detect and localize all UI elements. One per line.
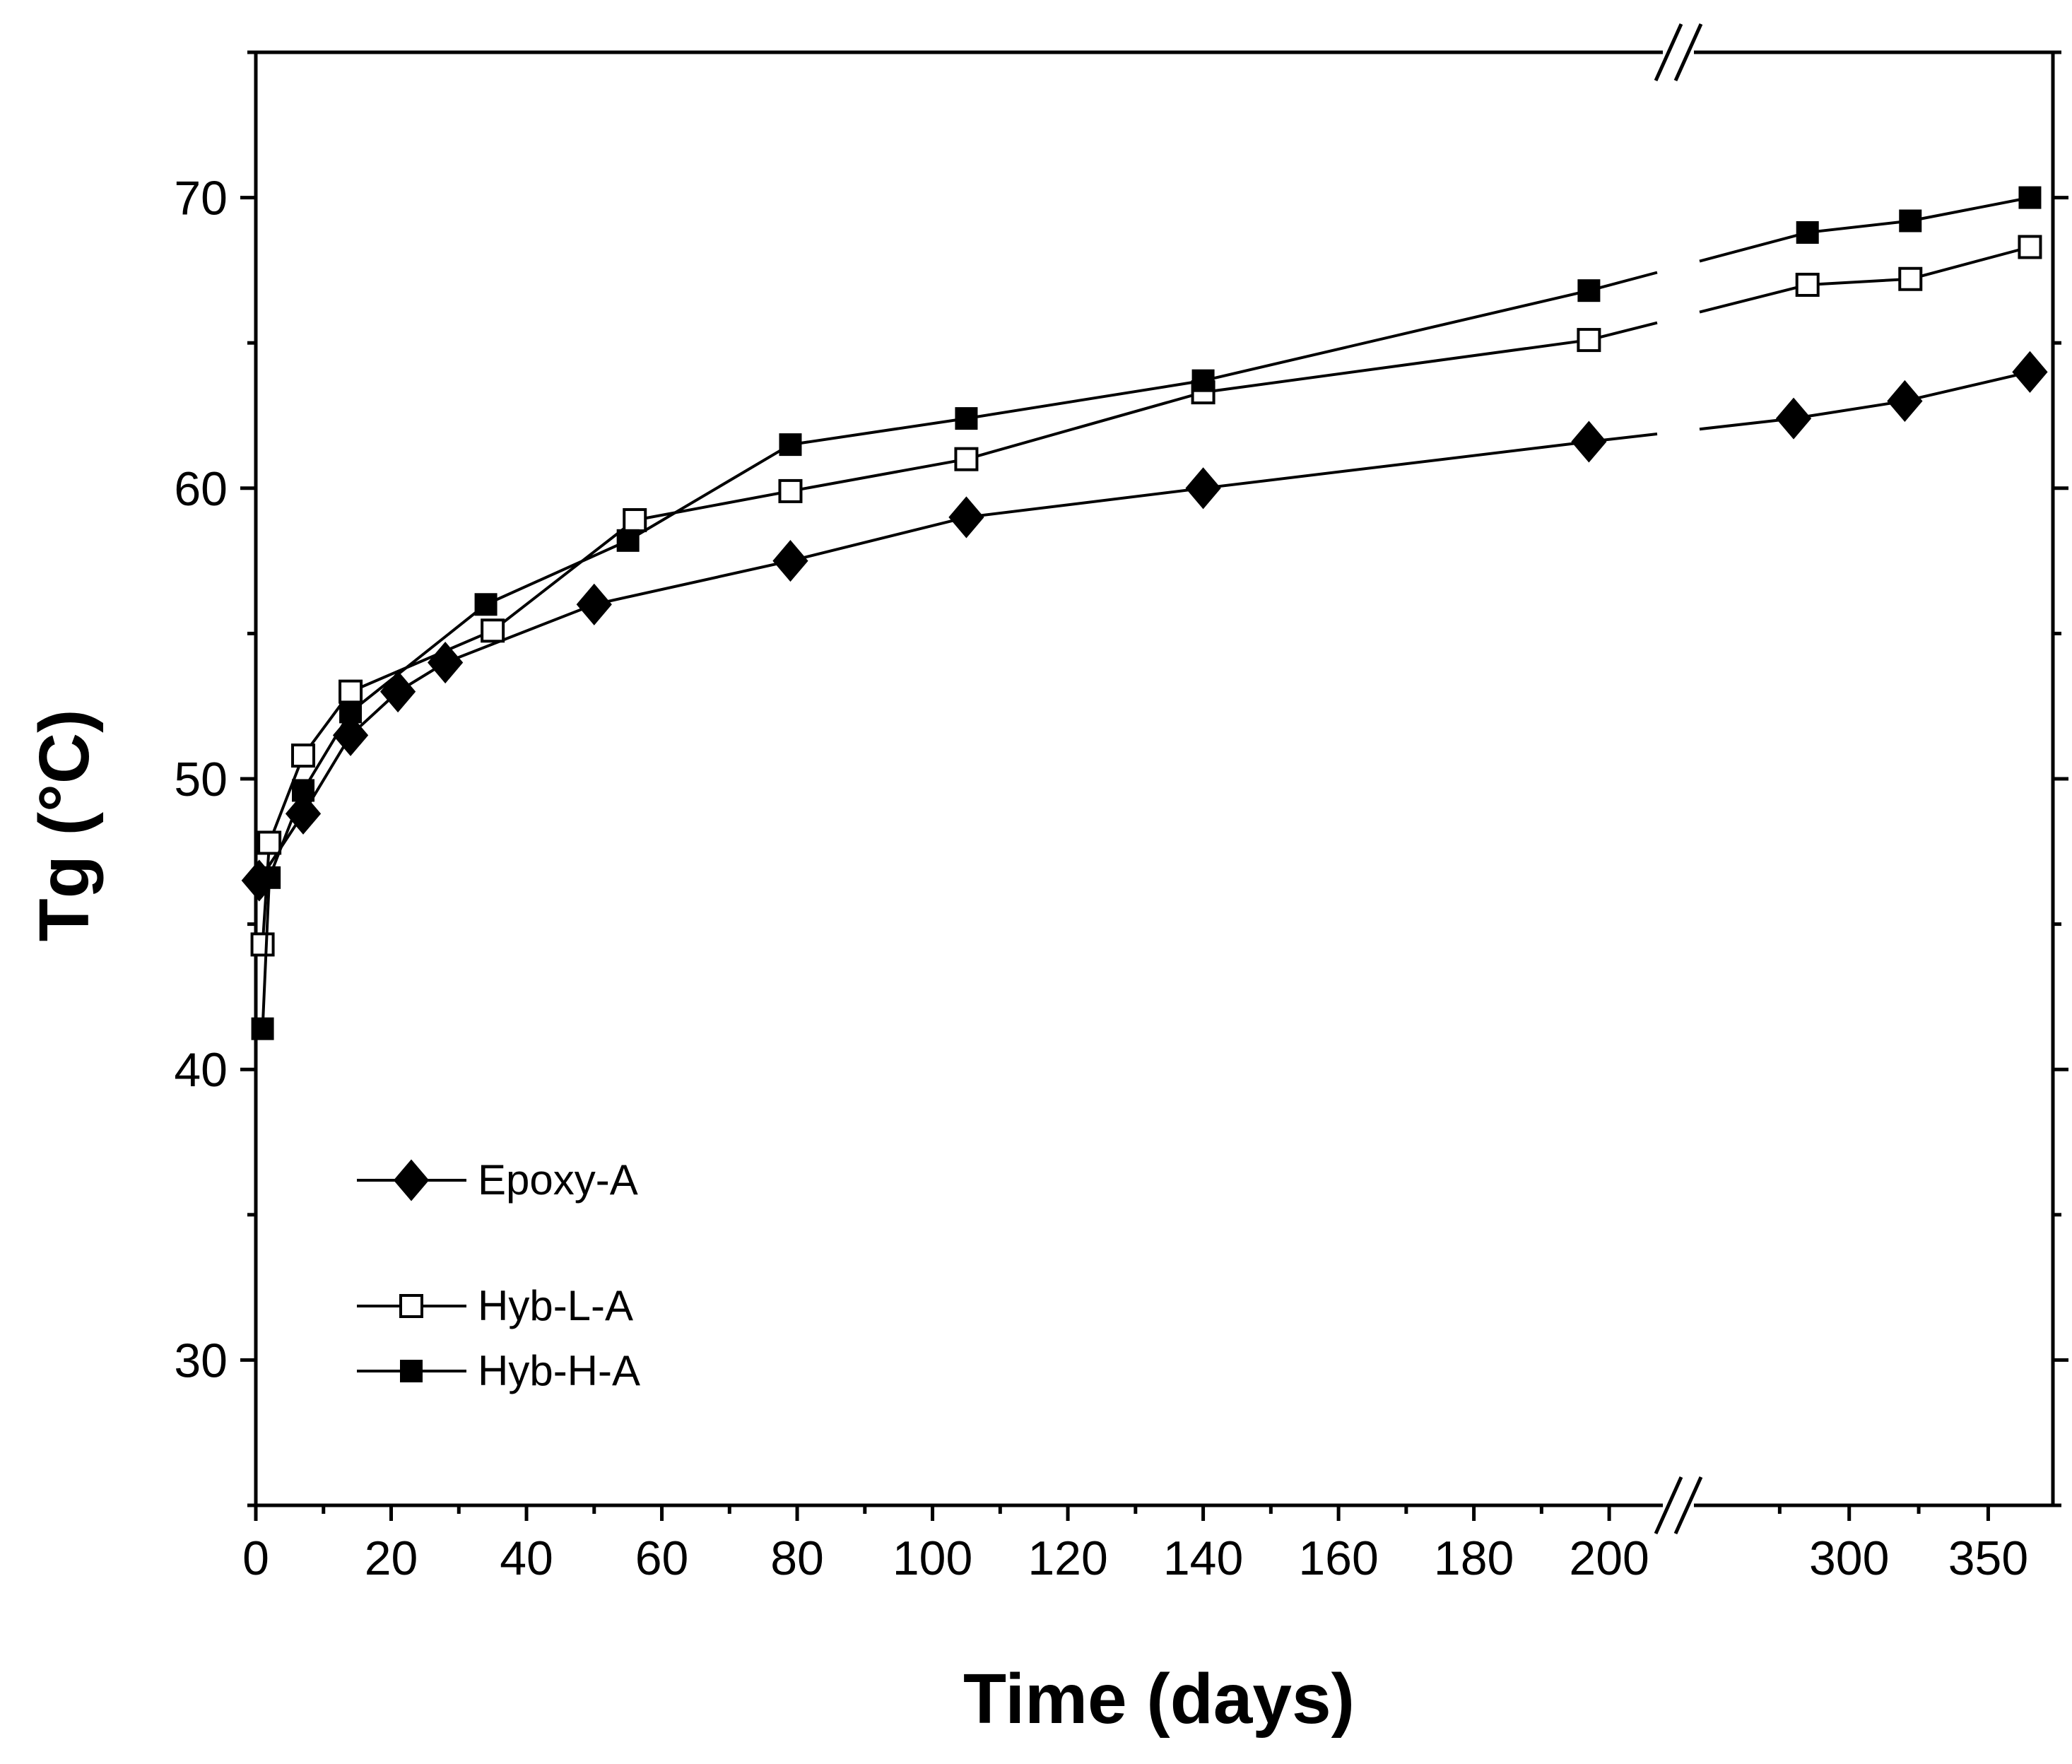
x-tick-label: 160 — [1298, 1531, 1378, 1585]
axis-break-mark — [1673, 1476, 1703, 1535]
legend: Epoxy-A Hyb-L-A Hyb-H-A — [357, 1156, 640, 1394]
x-tick-label: 180 — [1434, 1531, 1514, 1585]
data-point — [1887, 380, 1923, 422]
series-hyb-h-a — [251, 186, 2042, 1040]
data-point — [778, 478, 803, 503]
y-tick-label: 50 — [174, 753, 228, 806]
data-point — [2018, 235, 2042, 259]
axis-break-mark — [1654, 23, 1683, 82]
legend-label: Epoxy-A — [478, 1156, 638, 1204]
data-point — [291, 743, 316, 768]
y-tick-label: 70 — [174, 172, 228, 225]
data-point — [1571, 421, 1607, 463]
x-tick-label: 200 — [1569, 1531, 1649, 1585]
data-point — [339, 679, 363, 704]
series-line — [1699, 196, 2030, 263]
x-tick-label: 80 — [770, 1531, 824, 1585]
data-point — [2012, 351, 2048, 393]
data-point — [576, 583, 612, 625]
legend-item: Hyb-L-A — [357, 1282, 633, 1329]
data-point — [772, 540, 808, 582]
data-point — [285, 792, 322, 835]
data-point — [623, 508, 647, 533]
data-point — [1577, 328, 1601, 353]
data-point — [339, 700, 363, 724]
data-point — [258, 866, 281, 889]
series-hyb-l-a — [250, 235, 2042, 957]
data-point — [292, 779, 315, 802]
x-tick-label: 20 — [365, 1531, 418, 1585]
x-tick-label: 60 — [635, 1531, 689, 1585]
series-epoxy-a — [241, 351, 2048, 902]
x-tick-label: 300 — [1809, 1531, 1889, 1585]
legend-marker — [399, 1294, 423, 1318]
x-tick-label: 0 — [242, 1531, 269, 1585]
series-line — [1699, 370, 2030, 431]
data-point — [1775, 397, 1812, 440]
legend-marker — [400, 1360, 423, 1382]
series-line — [258, 433, 1658, 882]
legend-marker — [393, 1159, 430, 1201]
series-line — [261, 271, 1658, 1029]
plot-area — [241, 186, 2048, 1040]
data-point — [1899, 209, 1922, 233]
y-axis-title: Tg (°C) — [25, 710, 104, 942]
data-point — [1185, 467, 1221, 510]
x-tick-label: 350 — [1948, 1531, 2028, 1585]
data-point — [1191, 369, 1215, 392]
y-tick-label: 30 — [174, 1334, 228, 1387]
y-tick-label: 60 — [174, 462, 228, 516]
legend-label: Hyb-L-A — [478, 1282, 633, 1329]
data-point — [954, 447, 979, 471]
axis-break-mark — [1654, 1476, 1683, 1535]
axis-break-mark — [1673, 23, 1703, 82]
data-point — [779, 433, 802, 457]
series-line — [1699, 245, 2030, 314]
x-tick-label: 140 — [1163, 1531, 1243, 1585]
legend-item: Epoxy-A — [357, 1156, 638, 1204]
data-point — [955, 407, 978, 430]
data-point — [1796, 220, 1819, 244]
data-point — [251, 1017, 274, 1040]
x-axis-title: Time (days) — [963, 1659, 1355, 1739]
data-point — [1898, 266, 1923, 291]
y-tick-label: 40 — [174, 1043, 228, 1097]
x-tick-label: 40 — [500, 1531, 553, 1585]
legend-item: Hyb-H-A — [357, 1347, 640, 1394]
data-point — [428, 641, 464, 684]
data-point — [616, 529, 640, 552]
axes-frame: 30 40 50 60 70 0 20 40 60 80 100 120 140 160 180 200 300… — [174, 23, 2068, 1585]
legend-label: Hyb-H-A — [478, 1347, 640, 1394]
x-tick-label: 120 — [1028, 1531, 1107, 1585]
data-point — [474, 593, 498, 616]
data-point — [257, 830, 282, 855]
x-tick-label: 100 — [893, 1531, 972, 1585]
data-point — [2018, 186, 2042, 209]
data-point — [1577, 279, 1601, 302]
data-point — [481, 618, 505, 643]
data-point — [948, 496, 984, 539]
data-point — [1795, 272, 1820, 297]
data-point — [250, 932, 275, 957]
